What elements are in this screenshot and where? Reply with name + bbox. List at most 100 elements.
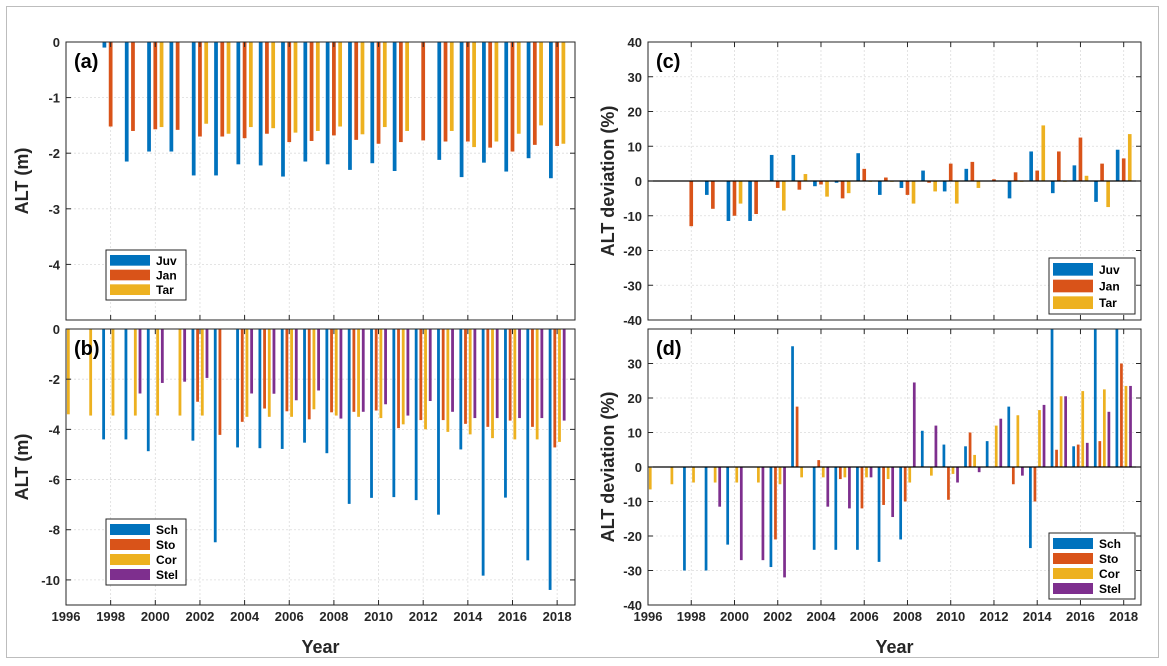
bar-tar-2018: [561, 42, 566, 144]
bar-cor-2001: [757, 467, 760, 483]
bar-jan-2015: [488, 42, 493, 148]
bar-cor-2017: [535, 329, 539, 440]
bar-sch-2005: [258, 329, 262, 449]
bar-tar-2014: [472, 42, 476, 148]
bar-jan-2003: [797, 181, 802, 190]
bar-sch-1999: [124, 329, 128, 440]
bar-stel-2008: [339, 329, 343, 419]
y-tick-label: -20: [623, 244, 642, 259]
bar-sch-2004: [236, 329, 239, 448]
bar-sto-2003: [218, 329, 222, 435]
bar-juv-2008: [325, 42, 330, 165]
bar-cor-2014: [1038, 410, 1041, 467]
bar-cor-2007: [312, 329, 316, 410]
bar-jan-2014: [1035, 170, 1040, 181]
bar-sto-2014: [464, 329, 467, 424]
x-tick-label: 2002: [185, 609, 214, 624]
bar-sch-2003: [791, 346, 794, 467]
x-tick-label: 2012: [980, 609, 1009, 624]
bar-juv-2004: [236, 42, 241, 165]
bar-juv-2005: [834, 181, 839, 183]
bar-jan-2017: [532, 42, 537, 145]
bar-juv-2002: [769, 154, 774, 181]
legend-label-juv: Juv: [156, 254, 177, 268]
bar-stel-2009: [934, 425, 938, 467]
panel-label: (d): [656, 338, 682, 360]
bar-cor-2016: [513, 329, 517, 440]
y-axis-label: ALT (m): [12, 434, 32, 501]
bar-cor-2014: [468, 329, 472, 435]
bar-cor-2011: [401, 329, 405, 425]
bar-cor-1999: [713, 467, 717, 483]
x-tick-label: 2018: [1109, 609, 1138, 624]
bar-sch-2006: [280, 329, 284, 449]
bar-cor-1999: [133, 329, 137, 416]
bar-jan-2000: [153, 42, 158, 130]
bar-cor-2009: [930, 467, 933, 476]
bar-cor-2018: [558, 329, 561, 442]
bar-sch-2006: [856, 467, 859, 550]
bar-tar-2018: [1127, 134, 1132, 181]
bar-cor-2015: [1059, 396, 1063, 467]
bar-sto-2006: [860, 467, 864, 509]
y-axis-label: ALT deviation (%): [598, 106, 618, 257]
legend-label-cor: Cor: [1099, 567, 1120, 581]
y-tick-label: -2: [48, 372, 60, 387]
legend-label-cor: Cor: [156, 553, 177, 567]
bar-jan-2005: [840, 181, 845, 199]
legend-swatch-cor: [110, 554, 150, 565]
bar-cor-1998: [111, 329, 115, 416]
bar-sch-2014: [459, 329, 463, 450]
x-tick-label: 2000: [720, 609, 749, 624]
bar-jan-2012: [992, 179, 996, 181]
bar-sto-2008: [903, 467, 907, 502]
bar-juv-2016: [504, 42, 509, 172]
x-tick-label: 2008: [319, 609, 348, 624]
bar-cor-1996: [66, 329, 70, 415]
bar-stel-2015: [495, 329, 499, 419]
bar-sto-2005: [263, 329, 266, 409]
bar-jan-2008: [332, 42, 336, 136]
x-axis-label: Year: [301, 637, 339, 657]
y-tick-label: 0: [635, 174, 642, 189]
bar-sch-2015: [1050, 329, 1054, 467]
bar-jan-2004: [819, 181, 823, 185]
legend-swatch-sch: [110, 524, 150, 535]
bar-tar-2003: [803, 174, 808, 181]
bar-sto-2017: [1098, 441, 1102, 467]
y-tick-label: -6: [48, 473, 60, 488]
bar-juv-1999: [124, 42, 129, 162]
bar-sch-2014: [1029, 467, 1032, 549]
bar-juv-2000: [726, 181, 731, 221]
bar-tar-2003: [226, 42, 231, 134]
bar-sch-1998: [102, 329, 106, 440]
y-tick-label: 10: [628, 426, 642, 441]
legend-swatch-tar: [1053, 296, 1093, 309]
bar-sto-2018: [553, 329, 557, 448]
bar-sto-2018: [1120, 363, 1123, 467]
bar-sch-2013: [1007, 406, 1011, 467]
x-tick-label: 1996: [52, 609, 81, 624]
x-tick-label: 1996: [634, 609, 663, 624]
bar-cor-2002: [200, 329, 204, 416]
bar-cor-2009: [357, 329, 360, 417]
bar-stel-2004: [826, 467, 830, 507]
bar-stel-2018: [562, 329, 566, 421]
legend-swatch-jan: [110, 269, 150, 281]
bar-stel-2013: [451, 329, 454, 412]
bar-juv-2018: [549, 42, 553, 179]
bar-jan-2006: [862, 168, 867, 181]
bar-cor-2010: [379, 329, 383, 419]
bar-jan-2010: [376, 42, 381, 144]
x-tick-label: 2014: [453, 609, 483, 624]
x-tick-label: 2004: [230, 609, 260, 624]
x-tick-label: 2006: [275, 609, 304, 624]
bar-cor-1997: [89, 329, 93, 416]
y-tick-label: -3: [48, 202, 60, 217]
bar-juv-2016: [1072, 165, 1077, 181]
